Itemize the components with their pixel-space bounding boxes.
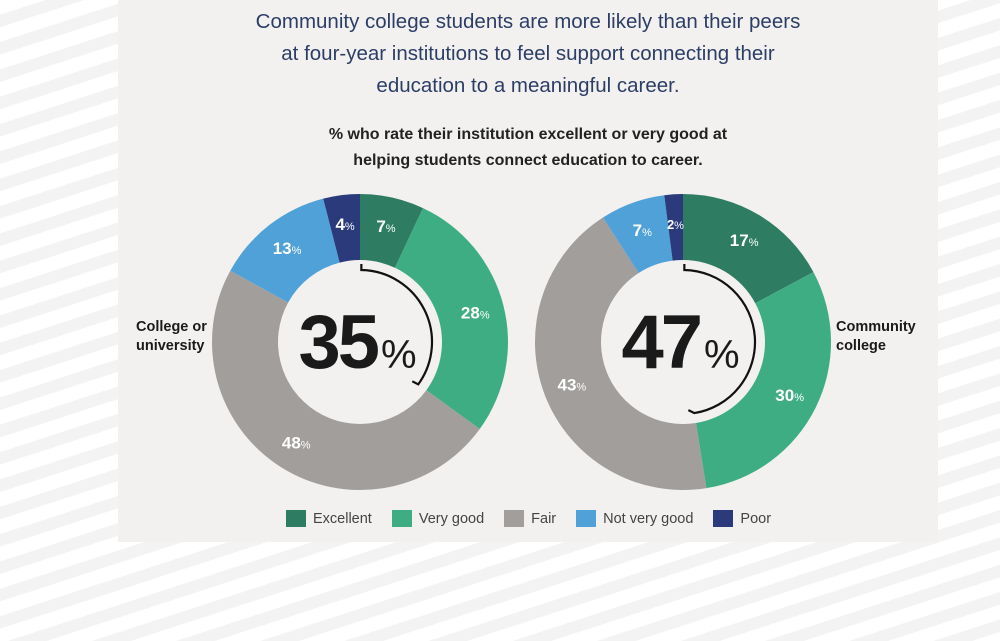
- donut-slice-very-good: [394, 208, 509, 429]
- slice-data-label: 13%: [273, 239, 302, 258]
- legend-swatch: [391, 510, 412, 527]
- title-line: Community college students are more like…: [255, 10, 801, 33]
- donut-slice-not-very-good: [230, 198, 340, 303]
- legend-item: Fair: [504, 510, 556, 527]
- legend-swatch: [713, 510, 734, 527]
- legend-label: Poor: [740, 510, 772, 527]
- donut-label-college: College or university: [136, 319, 207, 354]
- slice-data-label: 17%: [730, 231, 759, 250]
- top-two-bracket-arc: [360, 264, 434, 386]
- legend-item: Very good: [391, 510, 485, 527]
- slice-data-label: 7%: [376, 217, 395, 236]
- legend-item: Poor: [713, 510, 771, 527]
- chart-title: Community college students are more like…: [118, 6, 938, 102]
- legend-label: Not very good: [603, 510, 694, 527]
- legend-swatch: [576, 510, 597, 527]
- legend-label: Very good: [418, 510, 485, 527]
- slice-data-label: 4%: [335, 215, 354, 234]
- legend-item: Excellent: [286, 510, 372, 527]
- center-value: 47%: [621, 300, 739, 385]
- donut-slice-poor: [664, 194, 683, 261]
- subtitle-line: % who rate their institution excellent o…: [328, 126, 728, 143]
- slice-data-label: 48%: [282, 433, 311, 452]
- legend-item: Not very good: [576, 510, 693, 527]
- slice-data-label: 7%: [633, 221, 652, 240]
- donut-slice-poor: [323, 194, 360, 263]
- donut-slice-not-very-good: [602, 195, 673, 274]
- title-line: education to a meaningful career.: [376, 74, 680, 97]
- legend: Excellent Very good Fair Not very good Poor: [286, 510, 771, 527]
- slice-data-label: 30%: [775, 386, 804, 405]
- legend-swatch: [286, 510, 306, 527]
- slice-data-label: 28%: [461, 303, 490, 322]
- donut-slice-excellent: [360, 194, 424, 268]
- legend-swatch: [504, 510, 525, 527]
- title-line: at four-year institutions to feel suppor…: [281, 42, 775, 65]
- legend-label: Excellent: [313, 510, 372, 527]
- donut-label-community: Community college: [836, 319, 916, 354]
- donut-slice-excellent: [683, 194, 814, 304]
- chart-subtitle: % who rate their institution excellent o…: [118, 122, 938, 174]
- top-two-bracket-arc: [683, 264, 757, 415]
- subtitle-line: helping students connect education to ca…: [353, 152, 703, 169]
- center-value: 35%: [298, 300, 416, 385]
- donut-slice-fair: [534, 217, 707, 491]
- slice-data-label: 2%: [667, 217, 684, 232]
- legend-label: Fair: [531, 510, 557, 527]
- donut-slice-fair: [211, 270, 480, 491]
- donut-slice-very-good: [695, 272, 831, 489]
- slice-data-label: 43%: [557, 375, 586, 394]
